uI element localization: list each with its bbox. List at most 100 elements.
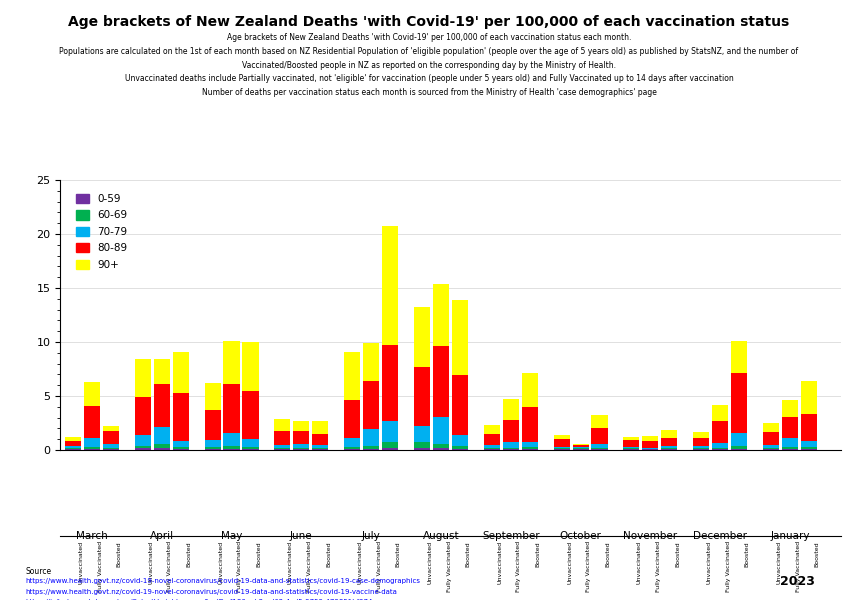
Bar	[414, 367, 430, 426]
Bar	[275, 431, 291, 445]
Bar	[363, 446, 379, 449]
Bar	[65, 442, 81, 446]
Bar	[204, 440, 221, 447]
Bar	[433, 443, 449, 448]
Bar	[591, 448, 607, 449]
Bar	[452, 376, 468, 435]
Bar	[433, 346, 449, 416]
Bar	[591, 415, 607, 428]
Bar	[414, 442, 430, 448]
Bar	[312, 421, 329, 434]
Bar	[712, 405, 728, 421]
Bar	[363, 381, 379, 430]
Text: Age brackets of New Zealand Deaths 'with Covid-19' per 100,000 of each vaccinati: Age brackets of New Zealand Deaths 'with…	[227, 33, 631, 42]
Bar	[172, 352, 189, 393]
Bar	[693, 437, 710, 446]
Bar	[643, 442, 658, 448]
Bar	[135, 448, 151, 450]
Bar	[643, 448, 658, 449]
Bar	[522, 407, 538, 442]
Bar	[103, 444, 119, 448]
Bar	[693, 446, 710, 448]
Bar	[223, 384, 239, 433]
Bar	[135, 359, 151, 397]
Text: https://infoshare.stats.govt.nz/SelectVariables.aspx?pxID=f180eeb2-ed62-4cd5-975: https://infoshare.stats.govt.nz/SelectVa…	[26, 599, 378, 600]
Bar	[763, 449, 779, 450]
Bar	[84, 382, 100, 406]
Bar	[243, 449, 258, 450]
Bar	[484, 449, 500, 450]
Bar	[84, 406, 100, 438]
Bar	[433, 416, 449, 443]
Bar	[344, 449, 360, 450]
Bar	[312, 434, 329, 445]
Bar	[154, 427, 170, 443]
Bar	[484, 434, 500, 445]
Bar	[414, 307, 430, 367]
Bar	[731, 449, 747, 450]
Bar	[172, 449, 189, 450]
Bar	[522, 373, 538, 407]
Bar	[204, 410, 221, 440]
Bar	[243, 439, 258, 447]
Bar	[484, 425, 500, 434]
Bar	[223, 449, 239, 450]
Bar	[223, 433, 239, 446]
Text: Age brackets of New Zealand Deaths 'with Covid-19' per 100,000 of each vaccinati: Age brackets of New Zealand Deaths 'with…	[69, 15, 789, 29]
Bar	[553, 448, 570, 449]
Bar	[293, 443, 310, 448]
Bar	[65, 437, 81, 442]
Bar	[103, 431, 119, 444]
Bar	[84, 438, 100, 447]
Bar	[293, 421, 310, 431]
Bar	[103, 448, 119, 449]
Bar	[572, 447, 589, 448]
Bar	[154, 448, 170, 450]
Bar	[503, 398, 519, 420]
Bar	[693, 432, 710, 437]
Bar	[801, 448, 817, 449]
Bar	[763, 448, 779, 449]
Bar	[712, 443, 728, 448]
Bar	[382, 345, 398, 421]
Bar	[312, 445, 329, 448]
Bar	[344, 352, 360, 400]
Bar	[135, 435, 151, 446]
Bar	[172, 447, 189, 449]
Bar	[553, 436, 570, 439]
Bar	[452, 435, 468, 446]
Bar	[624, 440, 639, 448]
Bar	[154, 359, 170, 384]
Bar	[103, 426, 119, 431]
Bar	[484, 445, 500, 448]
Text: https://www.health.govt.nz/covid-19-novel-coronavirus/covid-19-data-and-statisti: https://www.health.govt.nz/covid-19-nove…	[26, 589, 397, 595]
Bar	[414, 426, 430, 442]
Bar	[782, 449, 798, 450]
Bar	[344, 438, 360, 447]
Bar	[382, 421, 398, 442]
Bar	[65, 449, 81, 450]
Bar	[172, 393, 189, 442]
Bar	[223, 446, 239, 449]
Bar	[782, 447, 798, 449]
Bar	[154, 443, 170, 448]
Bar	[624, 437, 639, 440]
Bar	[433, 448, 449, 450]
Text: 2023: 2023	[780, 575, 815, 588]
Bar	[204, 447, 221, 449]
Bar	[84, 447, 100, 449]
Bar	[275, 419, 291, 431]
Bar	[135, 446, 151, 448]
Bar	[503, 448, 519, 449]
Bar	[693, 448, 710, 449]
Bar	[591, 428, 607, 444]
Bar	[553, 447, 570, 448]
Bar	[731, 433, 747, 446]
Bar	[572, 444, 589, 445]
Bar	[662, 430, 678, 437]
Bar	[204, 449, 221, 450]
Bar	[293, 449, 310, 450]
Bar	[712, 448, 728, 449]
Bar	[624, 448, 639, 449]
Bar	[782, 416, 798, 438]
